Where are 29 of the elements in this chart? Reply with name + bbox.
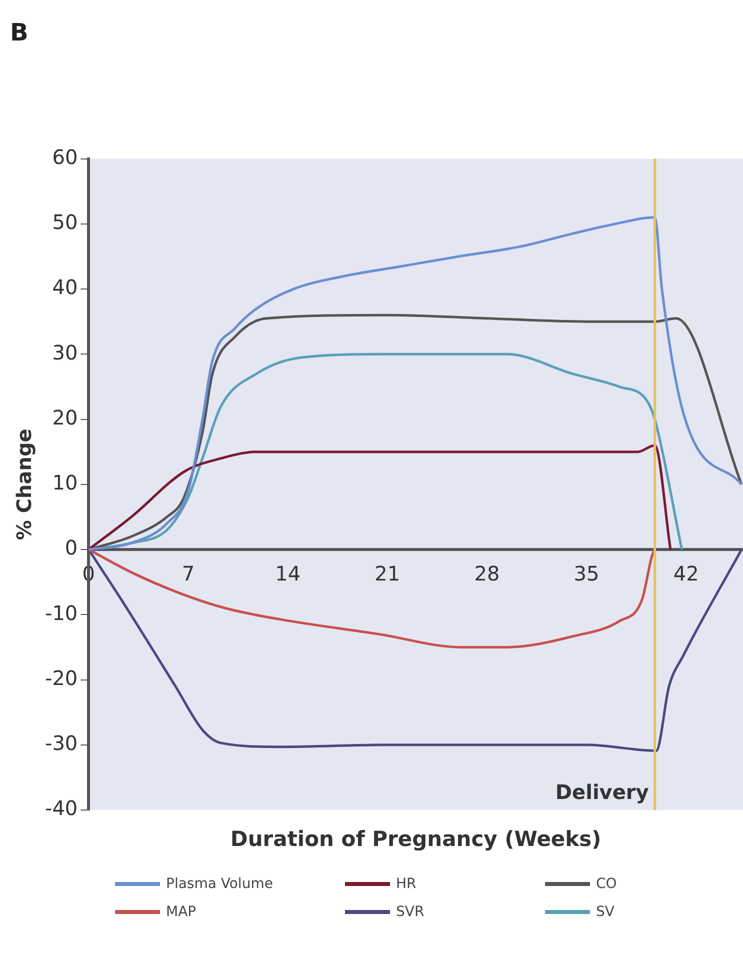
x-tick-label: 21: [374, 562, 400, 586]
line-series: [88, 444, 672, 551]
y-tick-label: 60: [52, 145, 78, 170]
legend-label: Plasma Volume: [166, 876, 273, 892]
y-tick-label: -10: [44, 600, 78, 625]
y-tick-label: 30: [52, 340, 78, 364]
y-tick-label: 50: [52, 210, 78, 234]
y-tick-label: -20: [44, 666, 78, 690]
legend-label: HR: [396, 876, 416, 892]
line-series: [88, 216, 743, 551]
legend-label: CO: [596, 876, 617, 892]
x-tick-label: 35: [574, 562, 600, 586]
legend-label: MAP: [166, 904, 196, 920]
x-tick-label: 7: [182, 562, 195, 586]
chart-title: B: [10, 18, 28, 47]
y-axis-title: % Change: [12, 428, 36, 540]
y-tick-label: 20: [52, 405, 78, 430]
ref-line-label: Delivery: [555, 780, 649, 804]
y-tick-label: 0: [64, 536, 78, 560]
y-tick-label: -40: [44, 796, 78, 820]
y-tick-label: 40: [52, 275, 78, 300]
y-tick-label: -30: [44, 731, 78, 756]
x-tick-label: 42: [673, 562, 699, 586]
x-axis-title: Duration of Pregnancy (Weeks): [230, 826, 602, 851]
x-tick-label: 28: [474, 562, 500, 586]
y-tick-label: 10: [52, 470, 78, 495]
x-tick-label: 14: [275, 562, 301, 586]
legend-label: SV: [596, 904, 614, 920]
legend-label: SVR: [396, 904, 424, 920]
